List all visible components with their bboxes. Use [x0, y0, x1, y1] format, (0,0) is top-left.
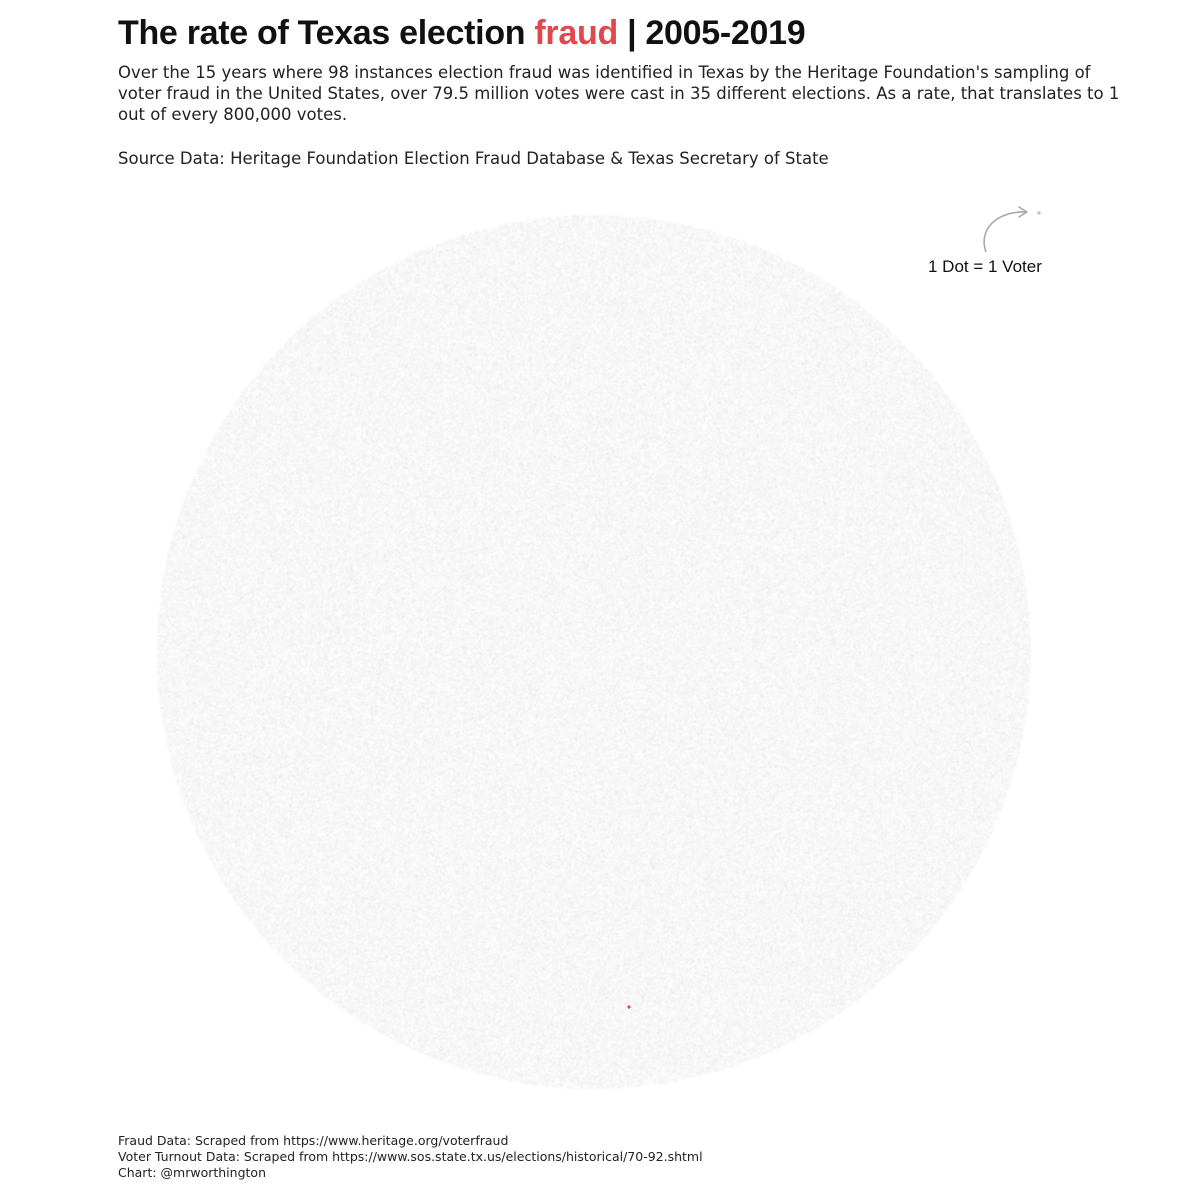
legend-arrowhead — [1018, 206, 1028, 218]
footer-turnout-data: Voter Turnout Data: Scraped from https:/… — [118, 1149, 703, 1164]
title-highlight: fraud — [534, 14, 618, 52]
title-text: The rate of Texas election — [118, 14, 535, 52]
dot-cloud-chart — [150, 205, 1050, 1105]
chart-description: Over the 15 years where 98 instances ele… — [118, 63, 1120, 124]
footer-credits: Fraud Data: Scraped from https://www.her… — [118, 1133, 703, 1181]
fraud-dot — [627, 1005, 631, 1009]
chart-title: The rate of Texas election fraud | 2005-… — [118, 12, 806, 54]
voter-dots — [150, 205, 1050, 1105]
chart-overlay — [627, 206, 1041, 1009]
footer-credit: Chart: @mrworthington — [118, 1165, 266, 1180]
legend-dot — [1037, 211, 1041, 215]
chart-source: Source Data: Heritage Foundation Electio… — [118, 149, 829, 168]
legend-arrow — [983, 211, 1027, 253]
legend-label: 1 Dot = 1 Voter — [928, 257, 1042, 276]
title-years: | 2005-2019 — [617, 14, 806, 52]
footer-fraud-data: Fraud Data: Scraped from https://www.her… — [118, 1133, 509, 1148]
